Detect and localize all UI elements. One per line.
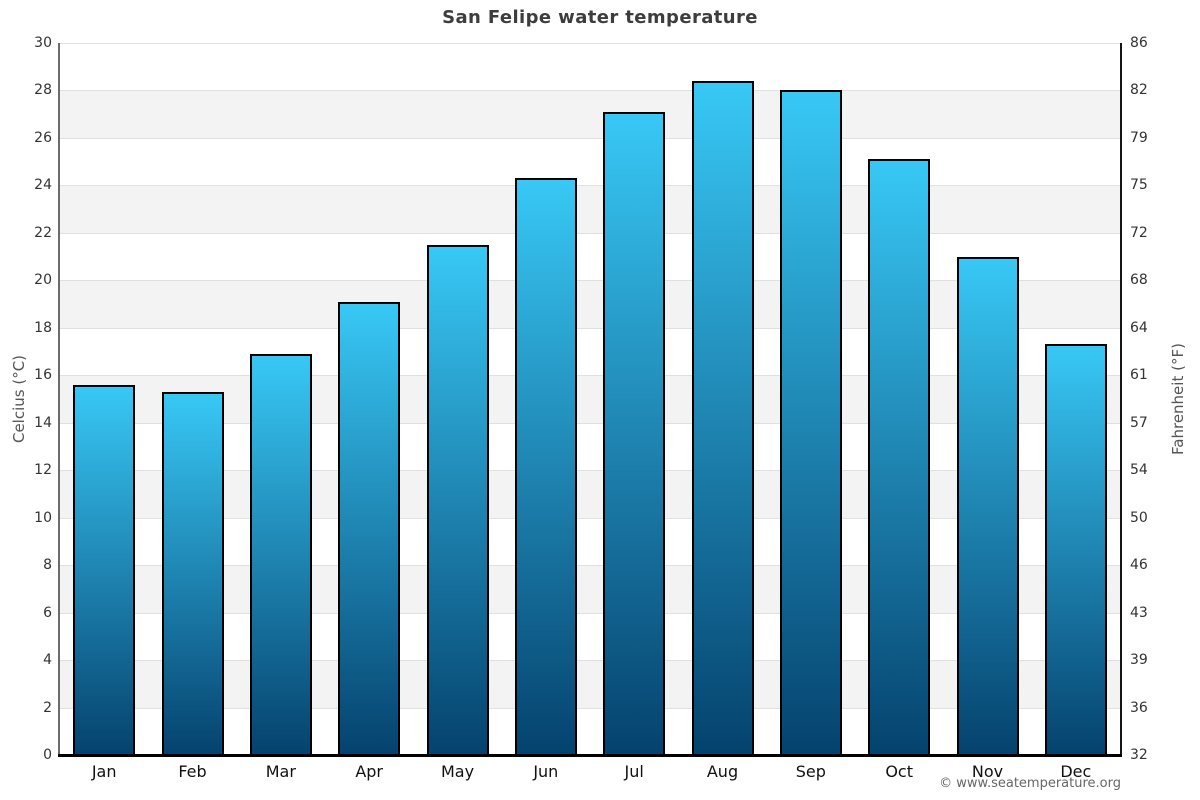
plot-band	[60, 470, 1120, 518]
bar-jul	[603, 111, 666, 755]
y-tick-label-fahrenheit: 54	[1130, 462, 1148, 479]
bar-nov	[956, 256, 1019, 755]
y-tick-label-fahrenheit: 61	[1130, 367, 1148, 384]
y-tick-label-celsius: 16	[34, 367, 52, 384]
y-tick-label-celsius: 24	[34, 177, 52, 194]
plot-band	[60, 90, 1120, 138]
y-tick-label-fahrenheit: 43	[1130, 604, 1148, 621]
plot-band	[60, 660, 1120, 708]
x-tick-label: Apr	[355, 762, 383, 781]
bar-may	[426, 244, 489, 755]
y-tick-label-fahrenheit: 82	[1130, 82, 1148, 99]
y-tick-label-celsius: 0	[43, 747, 52, 763]
gridline	[60, 328, 1120, 329]
y-tick-label-celsius: 22	[34, 224, 52, 241]
bar-sep	[779, 90, 842, 755]
y-tick-label-celsius: 10	[34, 509, 52, 526]
plot-band	[60, 375, 1120, 423]
x-tick-label: Mar	[265, 762, 296, 781]
y-tick-label-celsius: 4	[43, 652, 52, 669]
gridline	[60, 90, 1120, 91]
x-tick-label: Jun	[533, 762, 559, 781]
y-tick-label-celsius: 30	[34, 35, 52, 51]
x-tick-label: Dec	[1060, 762, 1092, 781]
x-tick-label: Feb	[178, 762, 207, 781]
y-tick-label-celsius: 18	[34, 319, 52, 336]
copyright-text: © www.seatemperature.org	[939, 776, 1121, 791]
bar-mar	[249, 353, 312, 755]
gridline	[60, 375, 1120, 376]
y-tick-label-celsius: 28	[34, 82, 52, 99]
y-tick-label-fahrenheit: 39	[1130, 652, 1148, 669]
y-tick-label-celsius: 6	[43, 604, 52, 621]
y-tick-label-fahrenheit: 32	[1130, 747, 1148, 763]
bar-apr	[338, 301, 401, 755]
gridline	[60, 565, 1120, 566]
gridline	[60, 138, 1120, 139]
gridline	[60, 613, 1120, 614]
x-tick-label: May	[440, 762, 475, 781]
x-tick-label: Sep	[795, 762, 826, 781]
y-tick-label-fahrenheit: 72	[1130, 224, 1148, 241]
y-tick-label-fahrenheit: 36	[1130, 699, 1148, 716]
plot-area	[58, 43, 1122, 755]
y-tick-label-fahrenheit: 68	[1130, 272, 1148, 289]
plot-band	[60, 185, 1120, 233]
y-tick-label-fahrenheit: 57	[1130, 414, 1148, 431]
y-tick-label-celsius: 14	[34, 414, 52, 431]
gridline	[60, 708, 1120, 709]
x-axis-line	[58, 754, 1122, 757]
bar-oct	[868, 159, 931, 755]
plot-band	[60, 565, 1120, 613]
bar-jun	[514, 178, 577, 755]
x-tick-label: Jan	[91, 762, 117, 781]
gridline	[60, 423, 1120, 424]
gridline	[60, 43, 1120, 44]
x-tick-label: Aug	[706, 762, 739, 781]
gridline	[60, 660, 1120, 661]
chart-title: San Felipe water temperature	[442, 7, 758, 28]
plot-band	[60, 280, 1120, 328]
y-tick-label-celsius: 2	[43, 699, 52, 716]
y-tick-label-fahrenheit: 86	[1130, 35, 1148, 51]
x-tick-label: Oct	[885, 762, 913, 781]
y-axis-label-fahrenheit: Fahrenheit (°F)	[1169, 343, 1187, 455]
bar-feb	[161, 391, 224, 755]
y-tick-label-celsius: 26	[34, 129, 52, 146]
y-tick-label-fahrenheit: 79	[1130, 129, 1148, 146]
y-tick-label-fahrenheit: 50	[1130, 509, 1148, 526]
x-tick-label: Nov	[971, 762, 1004, 781]
y-tick-label-celsius: 20	[34, 272, 52, 289]
y-tick-label-fahrenheit: 46	[1130, 557, 1148, 574]
y-tick-label-fahrenheit: 64	[1130, 319, 1148, 336]
bar-jan	[73, 384, 136, 755]
bar-aug	[691, 80, 754, 755]
y-tick-label-fahrenheit: 75	[1130, 177, 1148, 194]
gridline	[60, 280, 1120, 281]
x-tick-label: Jul	[624, 762, 644, 781]
gridline	[60, 518, 1120, 519]
bar-dec	[1044, 344, 1107, 755]
gridline	[60, 233, 1120, 234]
gridline	[60, 470, 1120, 471]
y-tick-label-celsius: 8	[43, 557, 52, 574]
gridline	[60, 185, 1120, 186]
y-tick-label-celsius: 12	[34, 462, 52, 479]
